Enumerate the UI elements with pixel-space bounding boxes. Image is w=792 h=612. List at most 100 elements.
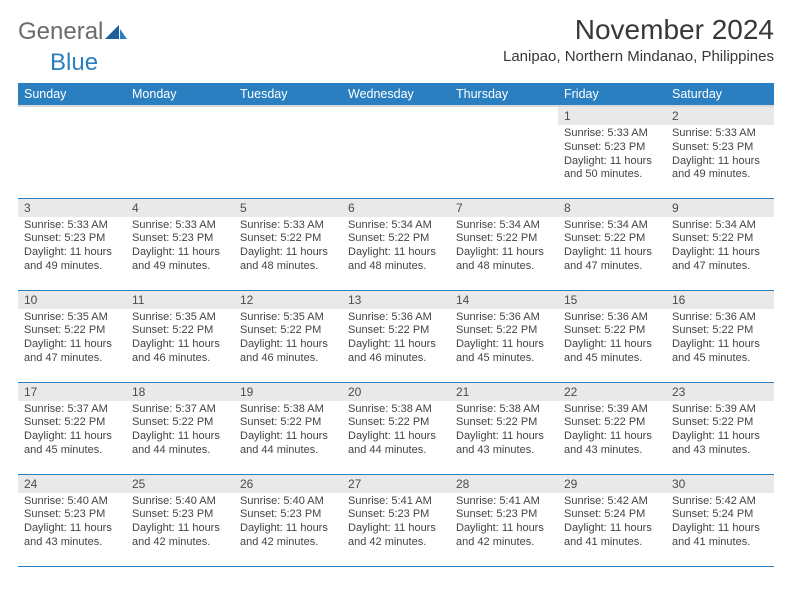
month-title: November 2024: [503, 14, 774, 46]
day-line: and 41 minutes.: [564, 536, 660, 550]
weekday-header: Tuesday: [234, 83, 342, 106]
day-line: Daylight: 11 hours: [348, 522, 444, 536]
day-number: 9: [666, 199, 774, 217]
day-body: Sunrise: 5:42 AMSunset: 5:24 PMDaylight:…: [666, 493, 774, 554]
day-line: Sunset: 5:22 PM: [564, 416, 660, 430]
day-line: Sunset: 5:24 PM: [564, 508, 660, 522]
day-number: 13: [342, 291, 450, 309]
day-line: Sunrise: 5:36 AM: [564, 311, 660, 325]
calendar-week-row: 3Sunrise: 5:33 AMSunset: 5:23 PMDaylight…: [18, 198, 774, 290]
day-line: Sunset: 5:23 PM: [132, 232, 228, 246]
calendar-day-cell: 28Sunrise: 5:41 AMSunset: 5:23 PMDayligh…: [450, 474, 558, 566]
calendar-day-cell: 15Sunrise: 5:36 AMSunset: 5:22 PMDayligh…: [558, 290, 666, 382]
day-line: Sunrise: 5:39 AM: [564, 403, 660, 417]
day-line: Sunrise: 5:33 AM: [672, 127, 768, 141]
calendar-day-cell: [18, 106, 126, 198]
day-line: and 46 minutes.: [240, 352, 336, 366]
calendar-day-cell: 20Sunrise: 5:38 AMSunset: 5:22 PMDayligh…: [342, 382, 450, 474]
calendar-week-row: 10Sunrise: 5:35 AMSunset: 5:22 PMDayligh…: [18, 290, 774, 382]
day-line: Sunrise: 5:34 AM: [456, 219, 552, 233]
day-line: Sunrise: 5:41 AM: [456, 495, 552, 509]
day-number: 17: [18, 383, 126, 401]
day-line: Sunrise: 5:38 AM: [348, 403, 444, 417]
weekday-header: Sunday: [18, 83, 126, 106]
day-line: Daylight: 11 hours: [456, 430, 552, 444]
day-line: Daylight: 11 hours: [672, 338, 768, 352]
day-line: Daylight: 11 hours: [456, 522, 552, 536]
day-number: 29: [558, 475, 666, 493]
day-number: 16: [666, 291, 774, 309]
day-line: Sunset: 5:22 PM: [456, 232, 552, 246]
day-line: and 43 minutes.: [564, 444, 660, 458]
day-number: 6: [342, 199, 450, 217]
day-number: 23: [666, 383, 774, 401]
day-line: and 45 minutes.: [672, 352, 768, 366]
day-body: Sunrise: 5:41 AMSunset: 5:23 PMDaylight:…: [450, 493, 558, 554]
day-line: Sunset: 5:22 PM: [348, 232, 444, 246]
day-line: Daylight: 11 hours: [672, 155, 768, 169]
day-body: Sunrise: 5:41 AMSunset: 5:23 PMDaylight:…: [342, 493, 450, 554]
day-number: 21: [450, 383, 558, 401]
day-line: Sunset: 5:22 PM: [240, 324, 336, 338]
day-line: Sunset: 5:22 PM: [24, 416, 120, 430]
day-line: and 49 minutes.: [24, 260, 120, 274]
day-body: Sunrise: 5:34 AMSunset: 5:22 PMDaylight:…: [558, 217, 666, 278]
calendar-day-cell: [342, 106, 450, 198]
calendar-table: Sunday Monday Tuesday Wednesday Thursday…: [18, 83, 774, 567]
day-line: Daylight: 11 hours: [348, 430, 444, 444]
day-line: and 42 minutes.: [132, 536, 228, 550]
calendar-day-cell: 16Sunrise: 5:36 AMSunset: 5:22 PMDayligh…: [666, 290, 774, 382]
day-body: Sunrise: 5:33 AMSunset: 5:23 PMDaylight:…: [558, 125, 666, 186]
day-body: Sunrise: 5:37 AMSunset: 5:22 PMDaylight:…: [126, 401, 234, 462]
weekday-header-row: Sunday Monday Tuesday Wednesday Thursday…: [18, 83, 774, 106]
logo-word-2: Blue: [50, 49, 98, 77]
day-line: Sunrise: 5:36 AM: [348, 311, 444, 325]
day-line: Sunrise: 5:34 AM: [672, 219, 768, 233]
day-number: 12: [234, 291, 342, 309]
day-body: Sunrise: 5:42 AMSunset: 5:24 PMDaylight:…: [558, 493, 666, 554]
day-line: Daylight: 11 hours: [24, 246, 120, 260]
day-number: 20: [342, 383, 450, 401]
day-number: 2: [666, 107, 774, 125]
calendar-day-cell: 29Sunrise: 5:42 AMSunset: 5:24 PMDayligh…: [558, 474, 666, 566]
day-line: Sunrise: 5:39 AM: [672, 403, 768, 417]
day-body: Sunrise: 5:33 AMSunset: 5:23 PMDaylight:…: [126, 217, 234, 278]
calendar-day-cell: 24Sunrise: 5:40 AMSunset: 5:23 PMDayligh…: [18, 474, 126, 566]
day-body: Sunrise: 5:34 AMSunset: 5:22 PMDaylight:…: [342, 217, 450, 278]
day-line: Daylight: 11 hours: [348, 338, 444, 352]
location: Lanipao, Northern Mindanao, Philippines: [503, 48, 774, 65]
day-line: Daylight: 11 hours: [672, 430, 768, 444]
calendar-day-cell: 10Sunrise: 5:35 AMSunset: 5:22 PMDayligh…: [18, 290, 126, 382]
day-body: Sunrise: 5:39 AMSunset: 5:22 PMDaylight:…: [558, 401, 666, 462]
day-line: Sunrise: 5:38 AM: [456, 403, 552, 417]
day-line: Sunset: 5:23 PM: [240, 508, 336, 522]
weekday-header: Wednesday: [342, 83, 450, 106]
day-line: Sunset: 5:24 PM: [672, 508, 768, 522]
day-line: Sunset: 5:23 PM: [132, 508, 228, 522]
day-number: 30: [666, 475, 774, 493]
calendar-day-cell: 13Sunrise: 5:36 AMSunset: 5:22 PMDayligh…: [342, 290, 450, 382]
day-line: and 43 minutes.: [24, 536, 120, 550]
day-body: Sunrise: 5:35 AMSunset: 5:22 PMDaylight:…: [18, 309, 126, 370]
day-number: 4: [126, 199, 234, 217]
day-number: 11: [126, 291, 234, 309]
day-body: Sunrise: 5:38 AMSunset: 5:22 PMDaylight:…: [450, 401, 558, 462]
day-line: Daylight: 11 hours: [132, 430, 228, 444]
calendar-day-cell: 7Sunrise: 5:34 AMSunset: 5:22 PMDaylight…: [450, 198, 558, 290]
day-line: Sunrise: 5:33 AM: [132, 219, 228, 233]
day-line: Daylight: 11 hours: [348, 246, 444, 260]
day-line: Sunset: 5:22 PM: [456, 416, 552, 430]
day-line: Daylight: 11 hours: [564, 155, 660, 169]
day-line: Sunset: 5:22 PM: [672, 324, 768, 338]
calendar-day-cell: 30Sunrise: 5:42 AMSunset: 5:24 PMDayligh…: [666, 474, 774, 566]
calendar-day-cell: 5Sunrise: 5:33 AMSunset: 5:22 PMDaylight…: [234, 198, 342, 290]
day-line: and 44 minutes.: [240, 444, 336, 458]
day-number: 18: [126, 383, 234, 401]
day-line: and 41 minutes.: [672, 536, 768, 550]
day-line: Sunrise: 5:37 AM: [132, 403, 228, 417]
calendar-day-cell: 9Sunrise: 5:34 AMSunset: 5:22 PMDaylight…: [666, 198, 774, 290]
day-line: Sunset: 5:23 PM: [348, 508, 444, 522]
calendar-day-cell: 6Sunrise: 5:34 AMSunset: 5:22 PMDaylight…: [342, 198, 450, 290]
day-line: and 47 minutes.: [564, 260, 660, 274]
day-line: and 42 minutes.: [456, 536, 552, 550]
